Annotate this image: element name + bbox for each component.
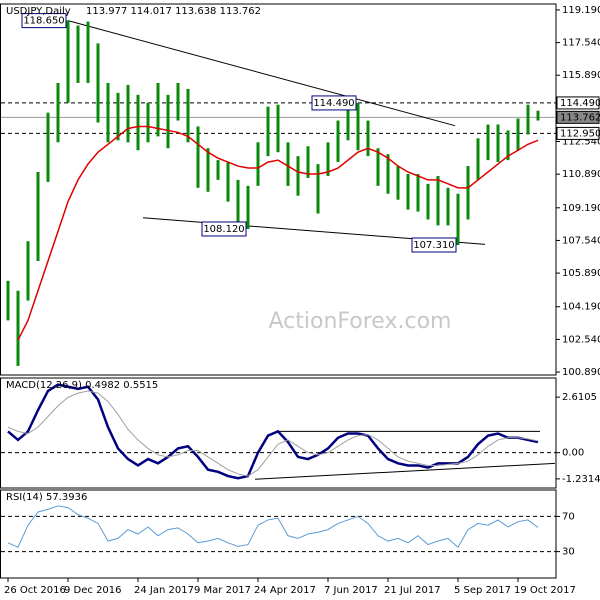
level-label: 114.490 [560,98,600,109]
panel-title: MACD(12,26,9) 0.4982 0.5515 [6,380,158,391]
panel-frame [0,377,557,489]
y-tick-label: 112.540 [562,137,600,148]
annotation-label: 108.120 [203,224,244,235]
x-tick-label: 5 Sep 2017 [454,585,511,596]
annotation-label: 114.490 [313,98,354,109]
x-tick-label: 7 Jun 2017 [324,585,378,596]
panel-subtitle: 113.977 114.017 113.638 113.762 [86,6,261,17]
y-tick-label: 104.190 [562,302,600,313]
panel-frame [0,3,557,376]
series-line [7,505,539,548]
series-line [7,383,539,480]
panel-title: RSI(14) 57.3936 [6,492,87,503]
panel-frame [0,489,557,579]
level-label-box [556,110,600,124]
series-line [7,390,539,477]
level-label-box [556,126,600,140]
y-tick-label: 110.890 [562,169,600,180]
y-tick-label: 109.190 [562,203,600,214]
level-label: 113.762 [560,112,600,123]
y-tick-label: 105.890 [562,268,600,279]
y-tick-label: 117.540 [562,38,600,49]
panel-title: USDJPY,Daily [6,6,71,17]
x-tick-label: 9 Dec 2016 [64,585,122,596]
x-tick-label: 24 Apr 2017 [254,585,316,596]
trend-line [67,20,456,127]
y-tick-label: 0.00 [562,448,584,459]
series-line [17,125,539,341]
annotation-box [21,13,67,29]
annotation-box [201,221,247,237]
y-tick-label: 119.190 [562,5,600,16]
y-tick-label: 70 [562,511,575,522]
x-tick-label: 19 Oct 2017 [514,585,576,596]
y-tick-label: 115.890 [562,70,600,81]
level-label-box [556,96,600,110]
watermark: ActionForex.com [269,309,452,334]
y-tick-label: 30 [562,547,575,558]
x-tick-label: 9 Mar 2017 [194,585,251,596]
level-label: 112.950 [560,128,600,139]
y-tick-label: -1.2314 [562,474,600,485]
trend-line [254,462,556,480]
y-tick-label: 2.6105 [562,392,597,403]
annotation-box [311,95,357,111]
y-tick-label: 107.540 [562,235,600,246]
annotation-label: 107.310 [413,240,454,251]
y-tick-label: 100.890 [562,367,600,378]
x-tick-label: 21 Jul 2017 [384,585,441,596]
x-tick-label: 26 Oct 2016 [4,585,66,596]
annotation-label: 118.650 [23,16,64,27]
y-tick-label: 102.540 [562,334,600,345]
annotation-box [411,237,457,253]
x-tick-label: 24 Jan 2017 [134,585,194,596]
